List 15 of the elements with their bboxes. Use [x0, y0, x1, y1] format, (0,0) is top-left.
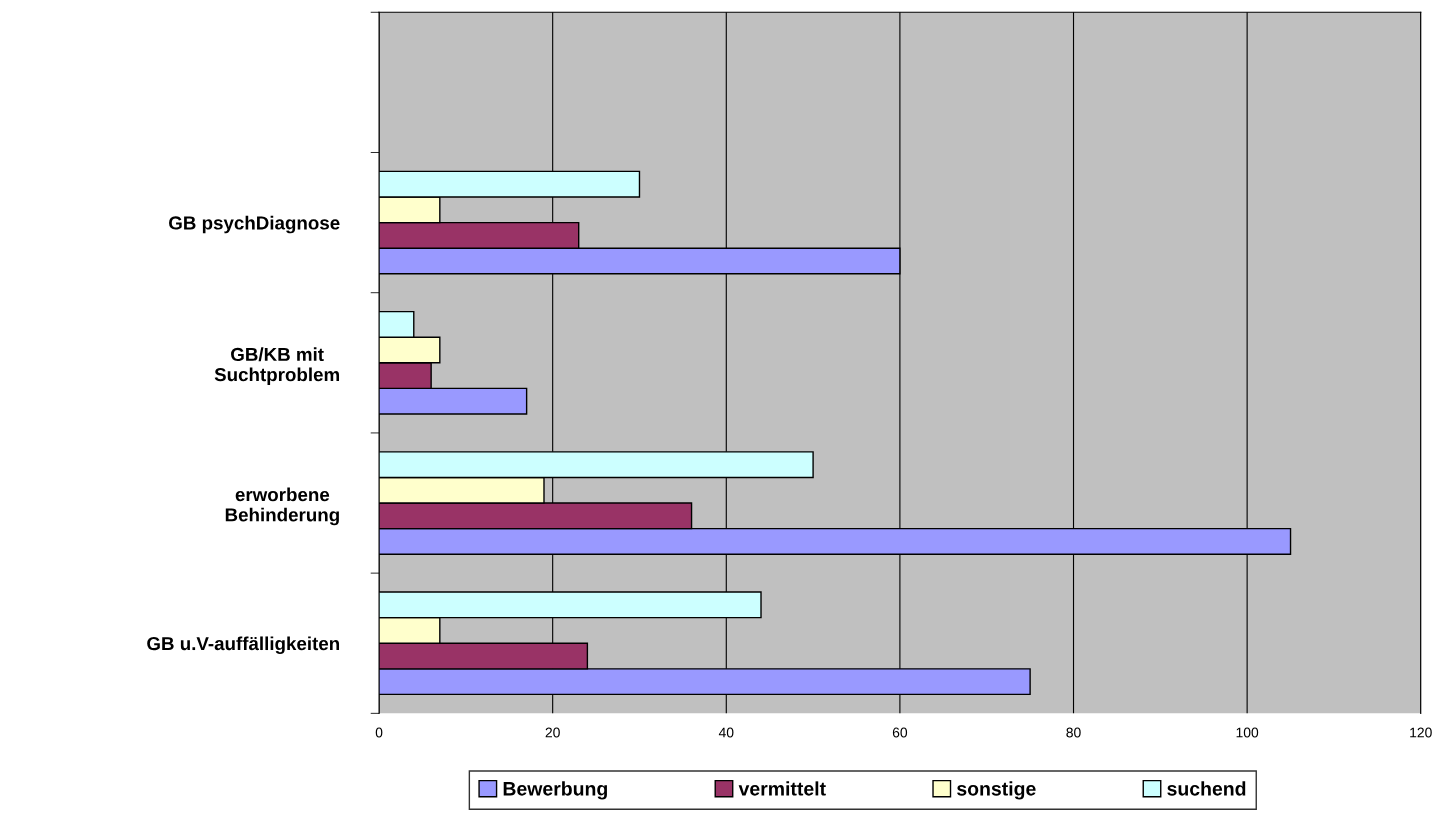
legend-label: suchend [1167, 781, 1246, 796]
x-tick-label: 0 [375, 727, 383, 738]
x-tick-label: 40 [718, 727, 734, 738]
x-tick-label: 80 [1066, 727, 1081, 738]
y-tick-label: erworbene Behinderung [225, 487, 339, 526]
y-tick-label: GB u.V-auffälligkeiten [147, 636, 340, 655]
y-tick-label: GB/KB mit Suchtproblem [214, 347, 340, 385]
x-tick-label: 20 [545, 727, 560, 738]
x-tick-label: 100 [1236, 727, 1259, 738]
x-tick-label: 120 [1410, 727, 1432, 738]
legend-label: vermittelt [738, 781, 826, 796]
legend-label: sonstige [957, 781, 1036, 800]
y-tick-label: GB psychDiagnose [169, 215, 340, 234]
x-tick-label: 60 [892, 727, 908, 738]
legend-label: Bewerbung [503, 781, 607, 800]
